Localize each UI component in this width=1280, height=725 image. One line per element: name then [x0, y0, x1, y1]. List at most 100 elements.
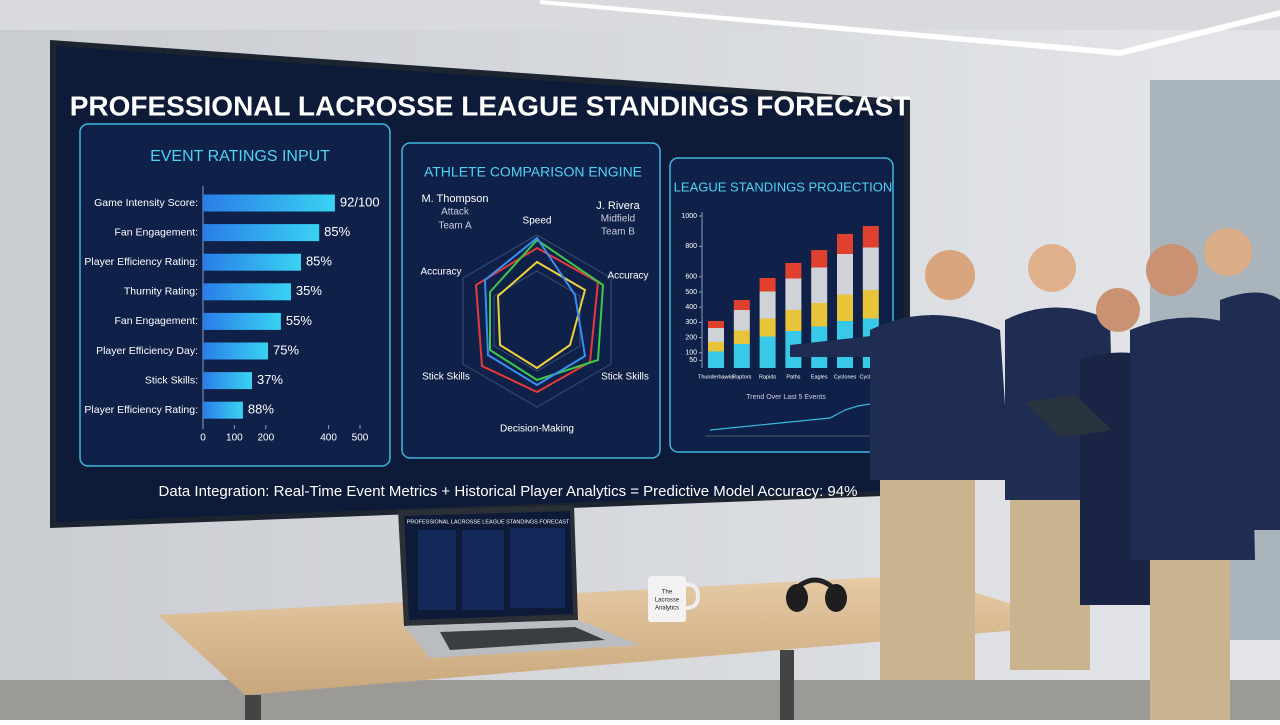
- bar-annotation: 85%: [306, 254, 332, 269]
- table-leg: [780, 650, 794, 720]
- bar-annotation: 88%: [248, 402, 274, 417]
- player-b-position: Midfield: [601, 214, 635, 225]
- person-head: [1204, 228, 1252, 276]
- x-tick-label: Rapids: [759, 374, 776, 380]
- x-tick-label: Raptors: [732, 374, 752, 380]
- bar: [759, 278, 776, 368]
- bar-label: Player Efficiency Day:: [96, 345, 198, 357]
- person-jacket: [1220, 292, 1280, 530]
- laptop-panel: [462, 530, 504, 610]
- mug-text: The: [662, 590, 673, 596]
- tablet: [1025, 395, 1112, 438]
- x-tick-label: 400: [320, 433, 337, 444]
- y-tick-label: 300: [685, 319, 697, 326]
- comparison-title: ATHLETE COMPARISON ENGINE: [424, 164, 642, 180]
- laptop-title: PROFESSIONAL LACROSSE LEAGUE STANDINGS F…: [407, 519, 570, 525]
- person-head: [925, 250, 975, 300]
- bar: [203, 194, 335, 212]
- x-tick-label: 0: [200, 433, 206, 444]
- mug-text: Lacrosse: [655, 598, 680, 604]
- player-b-team: Team B: [601, 227, 635, 238]
- bar: [811, 250, 828, 368]
- radar-series: [496, 260, 587, 370]
- y-tick-label: 600: [685, 274, 697, 281]
- person-head: [1096, 288, 1140, 332]
- ceiling: [0, 0, 1280, 30]
- bar-annotation: 55%: [286, 313, 312, 328]
- bar: [708, 321, 724, 368]
- x-tick-label: 100: [226, 433, 243, 444]
- floor: [0, 680, 1280, 720]
- radar-axis-label: Accuracy: [607, 271, 648, 282]
- bar-label: Fan Engagement:: [115, 226, 198, 238]
- mug-handle: [685, 582, 701, 610]
- person-head: [1146, 244, 1198, 296]
- ratings-title: EVENT RATINGS INPUT: [150, 148, 330, 165]
- x-tick-label: Thunderhawks: [698, 374, 734, 380]
- bar: [203, 283, 291, 301]
- table-leg: [245, 695, 261, 720]
- bar-label: Player Efficiency Rating:: [84, 404, 198, 416]
- trend-title: Trend Over Last 5 Events: [746, 394, 826, 401]
- x-tick-label: 500: [352, 433, 369, 444]
- radar-axis-label: Stick Skills: [422, 372, 470, 383]
- laptop-keyboard: [440, 627, 605, 650]
- y-tick-label: 400: [685, 304, 697, 311]
- bar-label: Thurnity Rating:: [124, 286, 198, 298]
- people: [790, 228, 1280, 720]
- bar-label: Player Efficiency Rating:: [84, 256, 198, 268]
- mug: [648, 576, 686, 622]
- bar: [203, 312, 281, 330]
- mug-text: Analytics: [655, 606, 679, 612]
- bar-label: Game Intensity Score:: [94, 197, 198, 209]
- radar-axis-label: Stick Skills: [601, 372, 649, 383]
- x-tick-label: Eagles: [811, 374, 828, 380]
- standings-title: LEAGUE STANDINGS PROJECTION: [674, 179, 893, 194]
- y-tick-label: 500: [685, 289, 697, 296]
- y-tick-label: 800: [685, 243, 697, 250]
- bar: [203, 372, 252, 390]
- bar: [203, 224, 320, 242]
- bar-annotation: 37%: [257, 372, 283, 387]
- person-head: [1028, 244, 1076, 292]
- bar-label: Stick Skills:: [145, 374, 198, 386]
- player-a-name: M. Thompson: [421, 193, 488, 205]
- player-b-name: J. Rivera: [596, 200, 640, 212]
- standings-panel: [669, 157, 894, 453]
- radar-series: [489, 238, 605, 382]
- trend-line: [709, 403, 871, 431]
- bar-annotation: 85%: [324, 224, 350, 239]
- radar-grid: [462, 234, 612, 408]
- bar: [203, 253, 301, 271]
- bar: [203, 342, 268, 360]
- laptop-panel: [418, 530, 456, 610]
- x-tick-label: Paths: [786, 374, 800, 380]
- footer: Data Integration: Real-Time Event Metric…: [159, 483, 858, 500]
- bar-annotation: 35%: [296, 283, 322, 298]
- headphones-cup: [786, 584, 808, 612]
- x-tick-label: Cyclones: [834, 374, 857, 380]
- radar: [462, 234, 612, 408]
- laptop-panel: [510, 528, 565, 608]
- radar-axis-label: Speed: [523, 216, 552, 227]
- headphones-cup: [825, 584, 847, 612]
- bar: [203, 401, 243, 419]
- y-tick-label: 1000: [681, 213, 697, 220]
- comparison-panel: [401, 142, 661, 459]
- person-arm: [790, 335, 885, 357]
- screen-title: PROFESSIONAL LACROSSE LEAGUE STANDINGS F…: [70, 90, 911, 121]
- y-tick-label: 50: [689, 357, 697, 364]
- bar: [785, 262, 802, 368]
- bar-annotation: 92/100: [340, 194, 380, 209]
- bar-annotation: 75%: [273, 342, 299, 357]
- x-tick-label: 200: [257, 433, 274, 444]
- bar-label: Fan Engagement:: [115, 315, 198, 327]
- bar: [837, 233, 853, 368]
- person-jacket: [870, 315, 1010, 480]
- y-tick-label: 200: [685, 334, 697, 341]
- radar-grid: [493, 270, 581, 372]
- player-a-team: Team A: [438, 221, 472, 232]
- y-tick-label: 100: [685, 350, 697, 357]
- player-a-position: Attack: [441, 207, 470, 218]
